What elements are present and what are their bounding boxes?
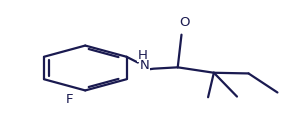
Text: O: O xyxy=(179,16,190,29)
Text: F: F xyxy=(66,93,73,106)
Text: N: N xyxy=(140,59,150,72)
Text: H: H xyxy=(137,49,147,62)
